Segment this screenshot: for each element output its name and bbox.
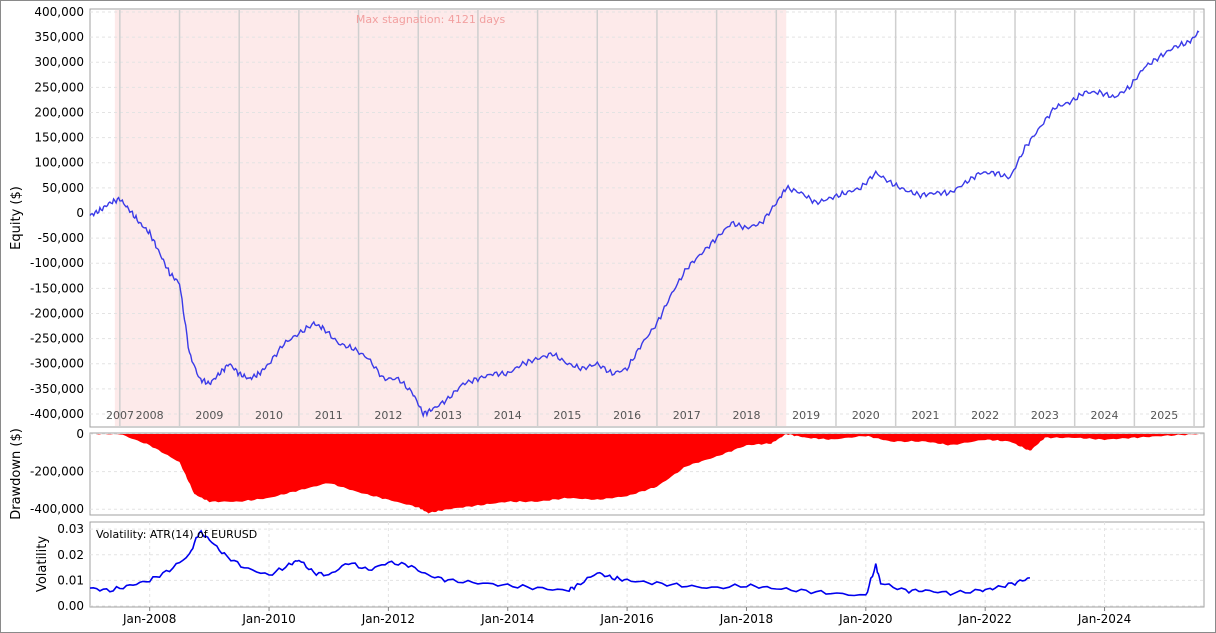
equity-panel: Max stagnation: 4121 days 400,000 350,000… [9, 5, 1205, 428]
equity-y-tick-label: -100,000 [30, 256, 84, 270]
x-tick-label: Jan-2018 [719, 612, 773, 626]
x-tick-label: Jan-2024 [1077, 612, 1131, 626]
equity-y-tick-label: -50,000 [38, 231, 84, 245]
stagnation-highlight [114, 10, 787, 426]
year-label: 2011 [315, 409, 343, 422]
x-tick-label: Jan-2008 [122, 612, 176, 626]
volatility-y-tick-label: 0.01 [57, 573, 84, 587]
year-label: 2008 [136, 409, 164, 422]
equity-series-line [89, 30, 1200, 419]
volatility-panel: Volatility: ATR(14) of EURUSD 0.030.020.… [35, 521, 1205, 626]
volatility-y-axis-label: Volatility [35, 536, 50, 592]
x-tick-label: Jan-2016 [599, 612, 653, 626]
year-label: 2019 [792, 409, 820, 422]
equity-year-labels: 2007 2008 2009 2010 2011 2012 2013 2014 2015 2016… [106, 409, 1178, 422]
volatility-grid [90, 522, 1204, 607]
equity-y-tick-label: 350,000 [34, 30, 84, 44]
year-label: 2018 [732, 409, 760, 422]
equity-y-tick-label: 50,000 [42, 181, 84, 195]
volatility-legend: Volatility: ATR(14) of EURUSD [96, 528, 257, 541]
year-label: 2020 [852, 409, 880, 422]
x-tick-label: Jan-2010 [241, 612, 295, 626]
drawdown-y-tick-label: 0 [76, 427, 84, 441]
drawdown-panel: 0 -200,000 -400,000 Drawdown ($) [9, 427, 1205, 520]
equity-y-tick-label: -400,000 [30, 407, 84, 421]
drawdown-y-tick-label: -200,000 [30, 465, 84, 479]
year-label: 2017 [673, 409, 701, 422]
equity-y-tick-label: -200,000 [30, 306, 84, 320]
equity-y-tick-label: -350,000 [30, 382, 84, 396]
year-label: 2009 [195, 409, 223, 422]
volatility-y-axis: 0.03 0.02 0.01 0.00 [57, 522, 84, 613]
equity-y-tick-label: 200,000 [34, 105, 84, 119]
drawdown-y-axis: 0 -200,000 -400,000 [30, 427, 84, 516]
equity-y-tick-label: -150,000 [30, 281, 84, 295]
drawdown-y-tick-label: -400,000 [30, 502, 84, 516]
equity-y-tick-label: 150,000 [34, 131, 84, 145]
equity-y-tick-label: 250,000 [34, 80, 84, 94]
equity-y-tick-label: 400,000 [34, 5, 84, 19]
year-label: 2023 [1031, 409, 1059, 422]
x-tick-label: Jan-2012 [361, 612, 415, 626]
x-tick-label: Jan-2022 [957, 612, 1011, 626]
x-tick-label: Jan-2020 [838, 612, 892, 626]
year-label: 2022 [971, 409, 999, 422]
volatility-series-line [89, 529, 1030, 597]
year-label: 2012 [374, 409, 402, 422]
equity-y-tick-label: 300,000 [34, 55, 84, 69]
year-label: 2021 [912, 409, 940, 422]
volatility-y-tick-label: 0.03 [57, 522, 84, 536]
year-label: 2024 [1091, 409, 1119, 422]
equity-y-axis-label: Equity ($) [9, 186, 24, 250]
stagnation-annotation: Max stagnation: 4121 days [356, 13, 506, 26]
equity-y-axis: 400,000 350,000 300,000 250,000 200,000 150,0… [30, 5, 84, 421]
year-label: 2015 [553, 409, 581, 422]
x-tick-label: Jan-2014 [480, 612, 534, 626]
equity-y-tick-label: -250,000 [30, 332, 84, 346]
volatility-y-tick-label: 0.02 [57, 548, 84, 562]
equity-y-tick-label: 0 [76, 206, 84, 220]
year-label: 2014 [494, 409, 522, 422]
equity-y-tick-label: -300,000 [30, 357, 84, 371]
equity-y-tick-label: 100,000 [34, 156, 84, 170]
volatility-x-axis: Jan-2008 Jan-2010 Jan-2012 Jan-2014 Jan-2016… [122, 607, 1131, 626]
volatility-plot-area [89, 521, 1205, 608]
year-label: 2010 [255, 409, 283, 422]
year-label: 2013 [434, 409, 462, 422]
volatility-y-tick-label: 0.00 [57, 599, 84, 613]
drawdown-y-axis-label: Drawdown ($) [9, 428, 24, 520]
drawdown-bars [90, 434, 1199, 514]
year-label: 2007 [106, 409, 134, 422]
year-label: 2016 [613, 409, 641, 422]
year-label: 2025 [1150, 409, 1178, 422]
